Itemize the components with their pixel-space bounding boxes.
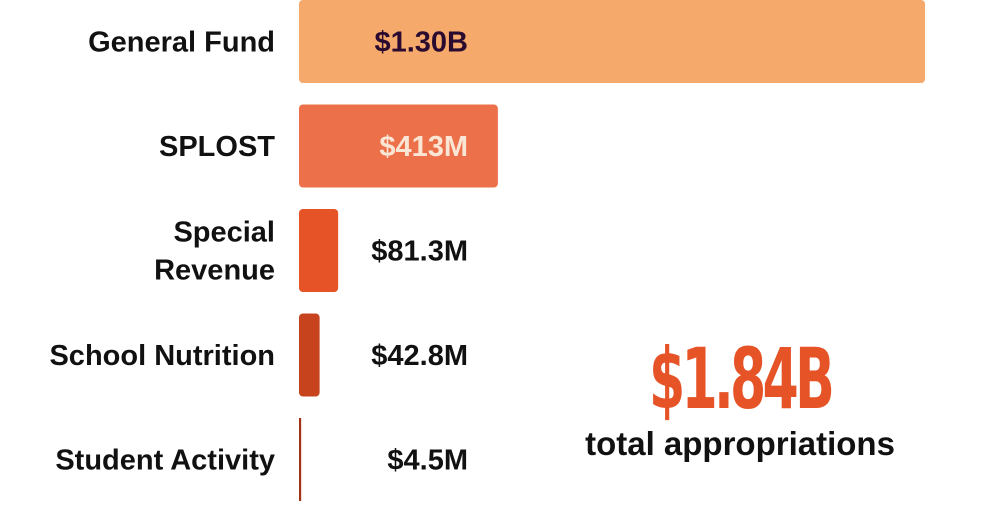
bar-student-activity: [299, 418, 302, 501]
total-appropriations-block: $1.84B total appropriations: [540, 334, 940, 464]
bar-general-fund: [299, 0, 925, 83]
bar-school-nutrition: [299, 313, 320, 397]
value-label: $4.5M: [387, 445, 468, 477]
value-label: $42.8M: [371, 340, 468, 372]
value-label: $1.30B: [374, 27, 468, 59]
category-label: General Fund: [88, 27, 275, 59]
bar-splost: [299, 104, 498, 188]
value-label: $413M: [379, 131, 468, 163]
bar-special-revenue: [299, 209, 339, 292]
category-label: SPLOST: [159, 131, 275, 163]
category-label: Special Revenue: [154, 217, 275, 287]
value-label: $81.3M: [371, 236, 468, 268]
total-appropriations-value: $1.84B: [648, 330, 835, 428]
category-label: Student Activity: [55, 445, 275, 477]
total-appropriations-caption: total appropriations: [585, 425, 895, 462]
category-label: School Nutrition: [49, 340, 275, 372]
